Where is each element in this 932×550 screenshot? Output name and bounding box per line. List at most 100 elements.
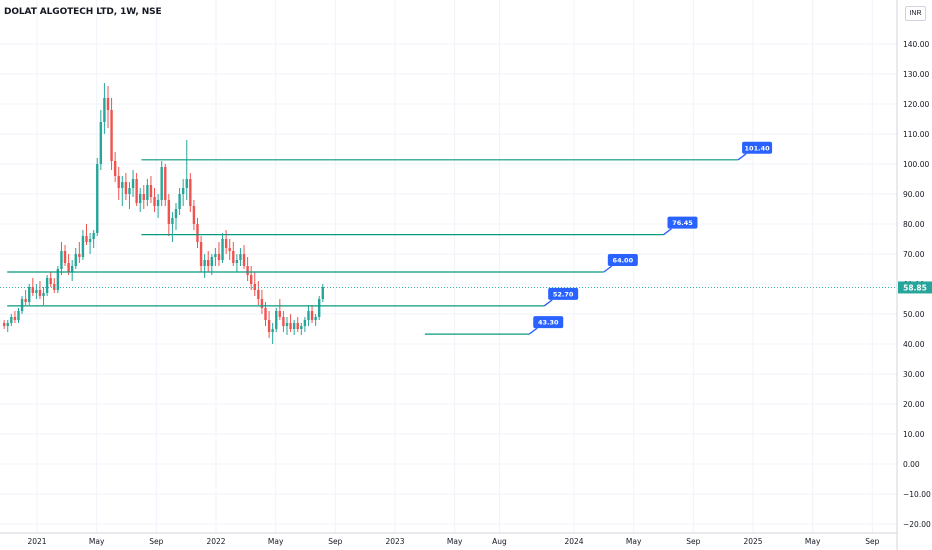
candle-body[interactable] (232, 251, 235, 263)
candle-body[interactable] (235, 260, 239, 263)
candle-body[interactable] (45, 278, 49, 293)
candle-body[interactable] (260, 299, 264, 308)
candle-body[interactable] (153, 197, 156, 206)
candle-body[interactable] (160, 167, 163, 200)
candle-body[interactable] (167, 200, 171, 224)
candle-body[interactable] (278, 311, 282, 317)
currency-button[interactable]: INR (905, 6, 926, 21)
candle-body[interactable] (110, 110, 113, 161)
candle-body[interactable] (275, 311, 278, 329)
candle-body[interactable] (124, 182, 128, 194)
candle-body[interactable] (203, 260, 206, 266)
candle-body[interactable] (224, 239, 228, 248)
candle-body[interactable] (307, 311, 310, 320)
candle-body[interactable] (242, 254, 246, 266)
candle-body[interactable] (314, 317, 317, 320)
candle-body[interactable] (292, 323, 296, 329)
candle-body[interactable] (2, 323, 6, 326)
candle-body[interactable] (128, 188, 131, 194)
candle-body[interactable] (267, 320, 271, 332)
candle-body[interactable] (156, 200, 160, 206)
candle-body[interactable] (289, 323, 292, 329)
level-label-box[interactable] (607, 254, 638, 266)
candle-body[interactable] (257, 290, 260, 299)
candle-body[interactable] (146, 185, 149, 200)
candle-body[interactable] (17, 311, 20, 320)
candle-body[interactable] (70, 266, 74, 272)
candle-body[interactable] (221, 239, 224, 260)
candle-body[interactable] (10, 317, 13, 323)
candle-body[interactable] (56, 269, 60, 290)
candle-body[interactable] (228, 248, 231, 251)
level-label-box[interactable] (533, 316, 564, 329)
candle-body[interactable] (135, 179, 138, 203)
candle-body[interactable] (35, 290, 38, 293)
candle-body[interactable] (318, 299, 321, 317)
candle-body[interactable] (99, 122, 103, 164)
candle-body[interactable] (88, 239, 92, 242)
candle-body[interactable] (246, 266, 249, 275)
candle-body[interactable] (13, 317, 17, 320)
candle-body[interactable] (85, 236, 88, 242)
candle-body[interactable] (81, 236, 85, 257)
candle-body[interactable] (60, 251, 63, 269)
candle-body[interactable] (117, 176, 120, 188)
candle-body[interactable] (192, 206, 196, 224)
candle-body[interactable] (196, 224, 199, 242)
candle-body[interactable] (210, 257, 214, 266)
candle-body[interactable] (149, 185, 153, 197)
candle-body[interactable] (139, 194, 142, 203)
candle-body[interactable] (171, 218, 174, 224)
candle-body[interactable] (49, 278, 52, 284)
candle-body[interactable] (181, 188, 185, 194)
candle-body[interactable] (42, 293, 45, 296)
candle-body[interactable] (264, 308, 267, 320)
candle-body[interactable] (103, 98, 106, 122)
candle-body[interactable] (282, 317, 285, 326)
candle-body[interactable] (310, 311, 314, 320)
level-label-box[interactable] (742, 141, 773, 154)
candle-body[interactable] (131, 179, 135, 188)
candle-body[interactable] (207, 260, 210, 266)
candle-body[interactable] (74, 254, 77, 266)
candle-body[interactable] (24, 299, 27, 302)
candle-body[interactable] (321, 287, 324, 299)
candle-body[interactable] (67, 263, 70, 272)
candle-body[interactable] (249, 275, 253, 284)
candle-body[interactable] (185, 179, 188, 188)
candle-body[interactable] (28, 287, 31, 302)
level-label-box[interactable] (548, 287, 579, 300)
candle-body[interactable] (78, 254, 81, 257)
candle-body[interactable] (285, 323, 289, 326)
candle-body[interactable] (31, 287, 35, 293)
level-label-box[interactable] (667, 216, 698, 229)
candle-body[interactable] (239, 254, 242, 260)
candle-body[interactable] (121, 182, 124, 188)
candle-body[interactable] (106, 98, 110, 110)
candle-body[interactable] (303, 320, 307, 326)
candle-body[interactable] (214, 254, 217, 257)
candle-body[interactable] (38, 290, 42, 296)
candle-body[interactable] (53, 284, 56, 290)
candle-body[interactable] (217, 254, 221, 260)
candle-body[interactable] (174, 209, 178, 218)
candle-body[interactable] (189, 179, 192, 206)
candle-body[interactable] (300, 326, 303, 329)
candle-body[interactable] (92, 233, 95, 239)
candle-body[interactable] (199, 242, 203, 266)
candle-body[interactable] (253, 284, 256, 290)
candle-body[interactable] (113, 161, 117, 176)
x-tick-label: May (805, 537, 821, 546)
candle-body[interactable] (96, 164, 99, 233)
candle-body[interactable] (20, 299, 24, 311)
candle-body[interactable] (178, 194, 181, 209)
candle-body[interactable] (6, 323, 9, 326)
candle-body[interactable] (142, 194, 145, 200)
candle-body[interactable] (63, 251, 67, 263)
candle-body[interactable] (164, 167, 167, 200)
x-tick-label: 2024 (564, 537, 583, 546)
candle-body[interactable] (296, 323, 299, 329)
candle-body[interactable] (271, 329, 274, 332)
